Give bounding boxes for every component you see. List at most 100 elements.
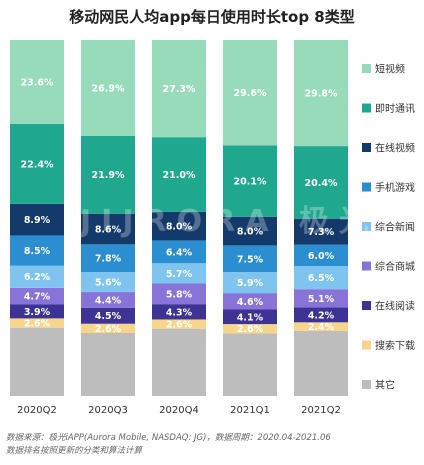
bar-segment: [81, 307, 135, 324]
bar-segment: [152, 304, 206, 320]
legend-swatch: [362, 103, 371, 113]
data-label: 8.6%: [95, 225, 122, 236]
data-label: 7.8%: [95, 254, 122, 265]
legend-label: 搜索下载: [375, 339, 415, 352]
data-label: 5.9%: [237, 278, 264, 289]
bar-segment: [223, 216, 277, 246]
bar-segment: [81, 244, 135, 273]
bar-segment: [223, 40, 277, 146]
bar-segment: [152, 211, 206, 241]
legend-swatch: [362, 182, 371, 192]
bar-segment: [81, 332, 135, 396]
bar-segment: [223, 324, 277, 334]
legend-label: 综合商城: [375, 260, 415, 273]
bar-segment: [81, 40, 135, 136]
legend-label: 其它: [375, 379, 395, 392]
data-label: 4.7%: [24, 292, 51, 303]
data-label: 6.2%: [24, 272, 51, 283]
x-tick-label: 2020Q3: [88, 405, 128, 416]
bar-segment: [294, 218, 348, 245]
x-tick-label: 2020Q4: [159, 405, 199, 416]
data-label: 2.6%: [95, 324, 122, 335]
bar-segment: [10, 318, 64, 328]
bar-segment: [294, 289, 348, 308]
footer-source: 数据来源：极光iAPP(Aurora Mobile, NASDAQ: JG)，数…: [6, 433, 331, 443]
data-label: 2.6%: [237, 324, 264, 335]
data-label: 6.5%: [308, 273, 335, 284]
bar-segment: [10, 40, 64, 125]
bar-segment: [152, 283, 206, 305]
bar-segment: [10, 265, 64, 288]
data-label: 4.3%: [166, 307, 193, 318]
bar-segment: [152, 319, 206, 329]
legend-label: 短视频: [375, 63, 405, 76]
legend-swatch: [362, 143, 371, 152]
legend-label: 综合新闻: [375, 221, 415, 234]
legend-label: 手机游戏: [375, 181, 415, 194]
data-label: 4.6%: [237, 297, 264, 308]
data-label: 2.6%: [166, 320, 193, 331]
bar-segment: [81, 292, 135, 308]
data-label: 26.9%: [92, 83, 125, 94]
legend-swatch: [362, 64, 371, 73]
bar-segment: [294, 330, 348, 396]
bar-segment: [223, 309, 277, 325]
data-label: 6.4%: [166, 247, 193, 258]
data-label: 4.1%: [237, 312, 264, 323]
bar-segment: [10, 287, 64, 305]
chart-title: 移动网民人均app每日使用时长top 8类型: [69, 8, 355, 26]
bar-segment: [10, 327, 64, 396]
bar-segment: [81, 272, 135, 293]
data-label: 2.4%: [308, 322, 335, 333]
data-label: 4.4%: [95, 295, 122, 306]
data-label: 7.5%: [237, 254, 264, 265]
data-label: 6.0%: [308, 251, 335, 262]
data-label: 7.3%: [308, 227, 335, 238]
legend-label: 即时通讯: [375, 103, 415, 115]
bar-segment: [152, 328, 206, 396]
bar-segment: [81, 213, 135, 245]
footer-note: 数据排名按照更新的分类和算法计算: [6, 446, 143, 456]
data-label: 8.9%: [24, 215, 51, 226]
bar-segment: [152, 40, 206, 138]
data-label: 4.2%: [308, 310, 335, 321]
footer-notes: 数据来源：极光iAPP(Aurora Mobile, NASDAQ: JG)，数…: [6, 432, 416, 458]
data-label: 21.0%: [163, 170, 196, 181]
bar-segment: [294, 307, 348, 323]
data-label: 29.6%: [234, 88, 267, 99]
bar-segment: [10, 124, 64, 204]
data-label: 21.9%: [92, 170, 125, 181]
data-label: 22.4%: [21, 159, 54, 170]
bar-segment: [152, 263, 206, 284]
bar-segment: [152, 240, 206, 264]
legend-label: 在线视频: [375, 142, 415, 155]
data-label: 20.4%: [305, 178, 338, 189]
data-label: 2.6%: [24, 319, 51, 330]
bar-segment: [223, 245, 277, 273]
bar-segment: [81, 135, 135, 214]
bar-segment: [10, 203, 64, 236]
legend-swatch: [362, 261, 371, 271]
data-label: 8.0%: [166, 222, 193, 233]
data-label: 29.8%: [305, 89, 338, 100]
data-label: 27.3%: [163, 84, 196, 95]
bar-segment: [294, 146, 348, 219]
legend-swatch: [362, 380, 371, 389]
x-tick-label: 2021Q2: [301, 405, 341, 416]
bar-segment: [223, 145, 277, 217]
data-label: 5.1%: [308, 294, 335, 305]
legend-swatch: [362, 301, 371, 310]
data-label: 20.1%: [234, 177, 267, 188]
bar-segment: [81, 323, 135, 333]
data-label: 8.5%: [24, 246, 51, 257]
bar-segment: [152, 137, 206, 212]
bar-segment: [294, 322, 348, 331]
data-label: 8.0%: [237, 227, 264, 238]
legend-label: 在线阅读: [375, 300, 415, 313]
x-tick-label: 2020Q2: [17, 405, 57, 416]
bar-segment: [294, 40, 348, 147]
data-label: 5.8%: [166, 289, 193, 300]
legend-swatch: [362, 340, 371, 350]
bar-segment: [10, 235, 64, 266]
